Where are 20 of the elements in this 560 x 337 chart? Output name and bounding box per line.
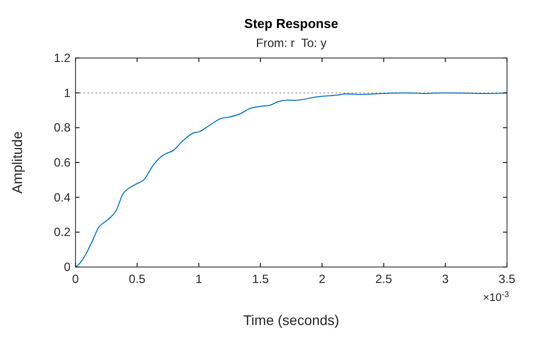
y-tick-label: 0 — [64, 260, 71, 274]
text: ×10$^{-3}$ — [482, 290, 510, 304]
x-tick-label: 1 — [195, 272, 202, 286]
x-tick-label: 3 — [442, 272, 450, 286]
y-tick-label: 1 — [64, 86, 71, 100]
x-tick-label: 2 — [318, 272, 326, 286]
y-tick-label: 0.2 — [54, 225, 71, 240]
x-tick-label: 0 — [72, 272, 80, 286]
x-tick-label: 2.5 — [375, 272, 392, 286]
chart-subtitle: From: r To: y — [256, 36, 326, 50]
chart-title: Step Response — [244, 16, 338, 31]
y-tick-label: 1.2 — [54, 51, 71, 65]
x-axis-title: Time (seconds) — [243, 312, 340, 328]
x-tick-label: 3.5 — [498, 272, 516, 286]
y-axis-title: Amplitude — [9, 131, 25, 194]
y-tick-label: 0.4 — [54, 190, 71, 204]
x-tick-label: 0.5 — [128, 272, 146, 286]
y-tick-label: 0.8 — [54, 120, 71, 135]
x-tick-label: 1.5 — [252, 272, 270, 286]
y-tick-label: 0.6 — [54, 156, 71, 170]
